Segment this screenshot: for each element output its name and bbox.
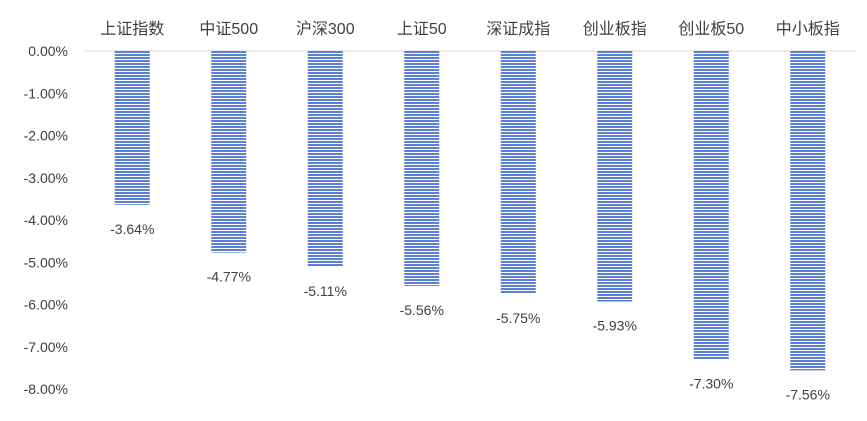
data-label: -5.56%	[400, 302, 444, 318]
bar	[404, 51, 440, 286]
x-tick-label: 创业板50	[678, 20, 744, 38]
bar	[500, 51, 536, 294]
x-tick-label: 上证50	[397, 20, 447, 38]
data-label: -5.75%	[496, 310, 540, 326]
x-tick-label: 深证成指	[486, 20, 550, 38]
y-axis: 0.00% -1.00% -2.00% -3.00% -4.00% -5.00% -6.00…	[24, 43, 68, 397]
y-tick-label: 0.00%	[28, 43, 68, 59]
y-tick-label: -6.00%	[24, 297, 68, 313]
y-tick-label: -5.00%	[24, 254, 68, 270]
data-label: -4.77%	[207, 269, 251, 285]
y-tick-label: -2.00%	[24, 128, 68, 144]
data-label: -7.30%	[689, 375, 733, 391]
bar	[597, 51, 633, 302]
bars	[114, 51, 826, 371]
x-tick-label: 中证500	[199, 20, 258, 38]
y-tick-label: -4.00%	[24, 212, 68, 228]
y-tick-label: -7.00%	[24, 339, 68, 355]
x-axis: 上证指数 中证500 沪深300 上证50 深证成指 创业板指 创业板50 中小板指	[84, 20, 856, 52]
y-tick-label: -1.00%	[24, 85, 68, 101]
bar	[790, 51, 826, 371]
bar	[211, 51, 247, 253]
data-label: -5.11%	[304, 283, 347, 299]
x-tick-label: 上证指数	[100, 20, 164, 38]
x-tick-label: 沪深300	[296, 20, 355, 38]
x-tick-label: 创业板指	[583, 20, 647, 38]
y-tick-label: -3.00%	[24, 170, 68, 186]
bar	[114, 51, 150, 205]
data-label: -3.64%	[110, 221, 154, 237]
data-labels: -3.64% -4.77% -5.11% -5.56% -5.75% -5.93% -7.3…	[110, 221, 830, 403]
data-label: -5.93%	[593, 318, 637, 334]
bar	[693, 51, 729, 360]
x-tick-label: 中小板指	[776, 20, 840, 38]
data-label: -7.56%	[786, 386, 830, 402]
bar	[307, 51, 343, 267]
y-tick-label: -8.00%	[24, 381, 68, 397]
